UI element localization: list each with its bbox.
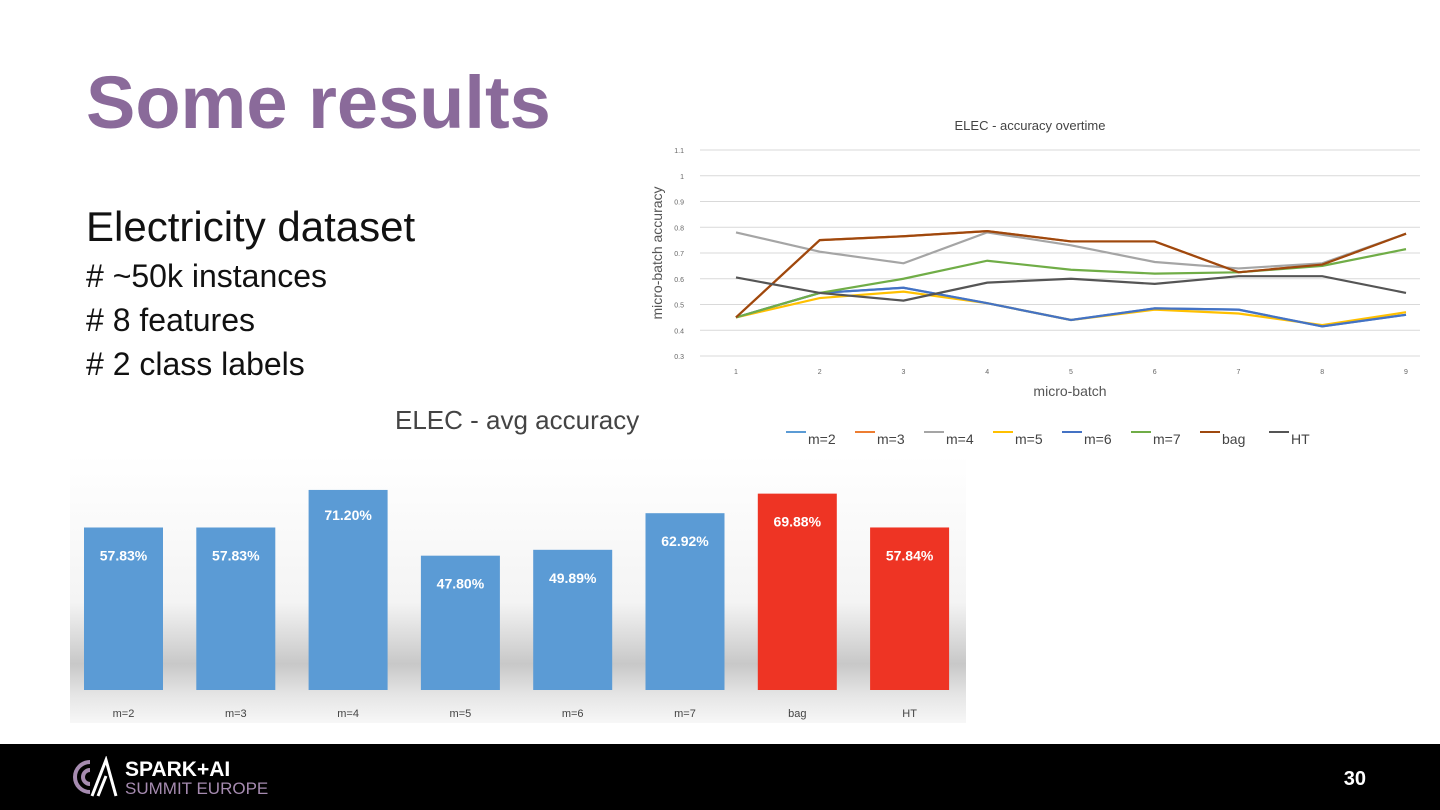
bar-value-label: 62.92% [661,533,709,549]
bar-m=7 [645,513,725,690]
legend-label: m=4 [946,431,974,447]
bar-chart: 57.83% m=2 57.83% m=3 71.20% m=4 47.80% m=5 49.8… [70,455,966,723]
bar-bag [757,493,837,690]
x-tick-label: 7 [1237,369,1241,376]
series-line-m=7 [735,248,1407,319]
series-line-bag [735,230,1407,319]
bar-m=3 [196,527,276,690]
x-tick-label: 1 [734,369,738,376]
x-tick-label: 9 [1404,369,1408,376]
x-tick-label: 5 [1069,369,1073,376]
y-tick-label: 0.9 [674,200,684,207]
bar-m=4 [308,489,388,690]
logo-text: SPARK+AI [125,758,231,781]
x-tick-label: m=3 [225,708,247,720]
bar-value-label: 71.20% [324,507,372,523]
legend-label: m=6 [1084,431,1112,447]
footer: SPARK+AI SUMMIT EUROPE 30 [0,744,1440,810]
bar-HT [870,527,950,690]
bullet: # 2 class labels [86,346,305,382]
x-tick-label: HT [902,708,917,720]
line-chart: ELEC - accuracy overtime 0.3 0.4 0.5 0.6 0.7 0… [649,118,1420,447]
y-tick-label: 0.5 [674,303,684,310]
series-line-HT [735,275,1407,302]
line-chart-title: ELEC - accuracy overtime [955,118,1106,133]
legend-label: HT [1291,431,1310,447]
x-tick-label: m=5 [450,708,472,720]
bullet: # 8 features [86,302,255,338]
x-tick-label: m=6 [562,708,584,720]
bar-m=5 [420,555,500,690]
x-tick-label: m=7 [674,708,696,720]
x-tick-label: 3 [902,369,906,376]
y-tick-label: 0.8 [674,225,684,232]
x-axis-label: micro-batch [1033,383,1106,399]
x-tick-label: 2 [818,369,822,376]
logo-subtext: SUMMIT EUROPE [125,779,269,798]
bullet: # ~50k instances [86,258,328,294]
y-tick-label: 0.7 [674,251,684,258]
page-number: 30 [1343,768,1366,790]
y-tick-label: 0.3 [674,354,684,361]
legend-label: m=7 [1153,431,1181,447]
legend-label: m=5 [1015,431,1043,447]
spark-ai-logo-icon [73,756,118,797]
x-tick-label: bag [788,708,806,720]
y-tick-label: 1.1 [674,148,684,155]
legend-label: m=2 [808,431,836,447]
x-tick-label: 6 [1153,369,1157,376]
series-line-m=6 [735,286,1407,328]
y-axis-label: micro-batch accuracy [649,186,665,319]
legend-label: m=3 [877,431,905,447]
dataset-heading: Electricity dataset [86,203,416,250]
bar-value-label: 69.88% [774,514,822,530]
y-tick-label: 0.6 [674,277,684,284]
x-tick-label: 8 [1320,369,1324,376]
bar-value-label: 49.89% [549,570,597,586]
x-tick-label: m=2 [113,708,135,720]
bar-value-label: 47.80% [437,576,485,592]
series-line-m=4 [735,231,1407,270]
bar-chart-title: ELEC - avg accuracy [395,405,640,435]
legend-label: bag [1222,431,1245,447]
bar-m=6 [533,549,613,690]
y-tick-label: 0.4 [674,328,684,335]
x-tick-label: 4 [985,369,989,376]
x-tick-label: m=4 [337,708,359,720]
slide-title: Some results [86,61,551,144]
y-tick-label: 1 [680,174,684,181]
bar-value-label: 57.83% [212,547,260,563]
bar-m=2 [84,527,163,690]
bar-value-label: 57.83% [100,547,148,563]
bar-value-label: 57.84% [886,547,934,563]
